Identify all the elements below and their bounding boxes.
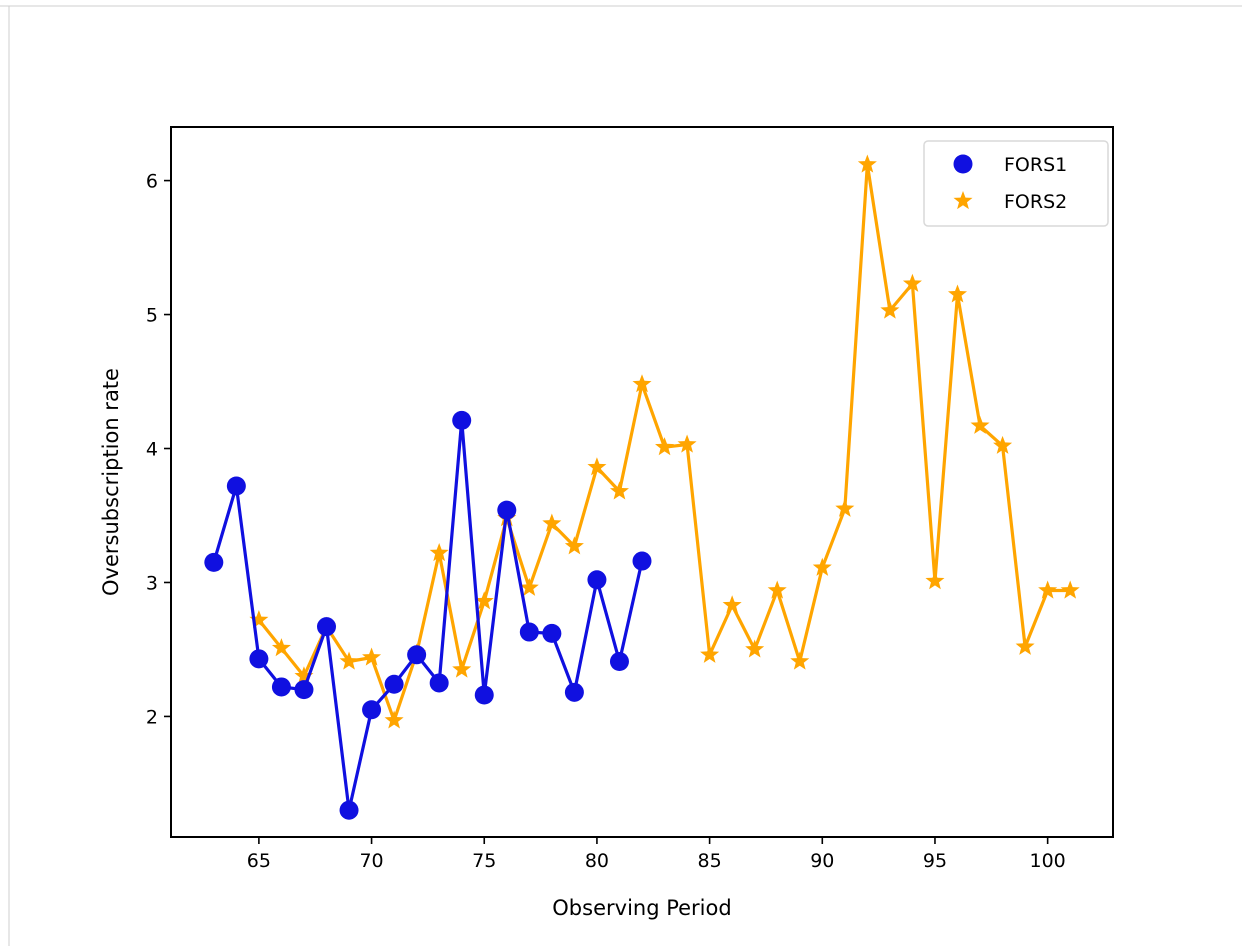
data-point-fors2 (1038, 580, 1058, 599)
plot-area (170, 126, 1114, 838)
data-point-fors2 (902, 273, 922, 292)
data-point-fors2 (835, 498, 855, 517)
data-point-fors2 (632, 374, 652, 393)
y-tick-label: 3 (146, 572, 158, 594)
data-point-fors1 (294, 680, 314, 700)
data-point-fors2 (970, 415, 990, 434)
data-point-fors1 (497, 500, 517, 520)
data-point-fors2 (722, 595, 742, 614)
x-tick-label: 85 (698, 850, 722, 872)
data-point-fors2 (993, 435, 1013, 454)
y-axis-ticks: 2 3 4 5 6 (146, 171, 171, 728)
data-point-fors2 (700, 644, 720, 663)
x-tick-label: 75 (472, 850, 496, 872)
data-point-fors1 (362, 700, 382, 720)
y-tick-label: 6 (146, 171, 158, 193)
data-point-fors1 (519, 622, 539, 642)
data-point-fors2 (609, 481, 629, 500)
data-point-fors1 (407, 645, 427, 665)
data-point-fors2 (249, 609, 269, 629)
series-fors2 (249, 154, 1080, 729)
data-point-fors1 (632, 551, 652, 571)
data-point-fors1 (339, 800, 359, 820)
data-point-fors2 (880, 300, 900, 319)
data-point-fors2 (452, 659, 472, 678)
data-point-fors2 (271, 638, 291, 657)
x-tick-label: 100 (1030, 850, 1066, 872)
data-point-fors2 (812, 557, 832, 576)
x-tick-label: 90 (810, 850, 834, 872)
data-point-fors1 (452, 410, 472, 430)
data-point-fors2 (655, 437, 675, 456)
data-point-fors2 (767, 580, 787, 599)
data-point-fors1 (226, 476, 246, 496)
x-axis-label: Observing Period (552, 896, 731, 920)
data-point-fors2 (790, 651, 810, 670)
data-point-fors2 (1015, 636, 1035, 655)
data-point-fors2 (745, 639, 765, 658)
x-tick-label: 95 (923, 850, 947, 872)
data-point-fors1 (474, 685, 494, 705)
data-point-fors2 (362, 647, 382, 666)
x-tick-label: 80 (585, 850, 609, 872)
legend-marker-fors2-icon (953, 191, 973, 210)
series-layer (204, 154, 1080, 820)
legend-marker-fors1-shape (953, 154, 973, 174)
data-point-fors1 (609, 652, 629, 672)
legend-label-fors2: FORS2 (1004, 191, 1067, 213)
data-point-fors2 (564, 536, 584, 555)
y-tick-label: 2 (146, 706, 158, 728)
data-point-fors2 (677, 434, 697, 453)
x-axis-ticks: 65 70 75 80 85 90 95 100 (247, 837, 1066, 872)
legend: FORS1 FORS2 (923, 140, 1109, 227)
data-point-fors1 (384, 674, 404, 694)
axes-frame (170, 126, 1114, 838)
data-point-fors1 (564, 682, 584, 702)
data-point-fors1 (271, 677, 291, 697)
x-tick-label: 65 (247, 850, 271, 872)
x-tick-label: 70 (359, 850, 383, 872)
data-point-fors2 (925, 571, 945, 590)
data-point-fors2 (429, 543, 449, 562)
data-point-fors1 (316, 617, 336, 637)
y-axis-label: Oversubscription rate (99, 368, 123, 596)
data-point-fors2 (519, 577, 539, 596)
series-line-fors1 (212, 418, 644, 812)
data-point-fors2 (947, 284, 968, 303)
data-point-fors2 (857, 154, 877, 173)
y-tick-label: 4 (146, 439, 158, 461)
data-point-fors2 (1060, 580, 1080, 599)
legend-marker-fors1-icon (953, 154, 973, 174)
legend-label-fors1: FORS1 (1004, 154, 1067, 176)
series-fors1 (204, 410, 652, 820)
data-point-fors1 (429, 673, 449, 693)
data-point-fors1 (542, 623, 562, 643)
data-point-fors2 (587, 457, 607, 476)
y-tick-label: 5 (146, 305, 158, 327)
legend-marker-fors2-shape (953, 191, 973, 210)
data-point-fors2 (339, 651, 359, 670)
data-point-fors2 (384, 710, 404, 729)
data-point-fors1 (249, 649, 269, 669)
data-point-fors1 (587, 570, 607, 590)
data-point-fors1 (204, 552, 224, 572)
data-point-fors2 (294, 666, 314, 685)
data-point-fors2 (474, 591, 494, 610)
data-point-fors2 (542, 513, 562, 532)
